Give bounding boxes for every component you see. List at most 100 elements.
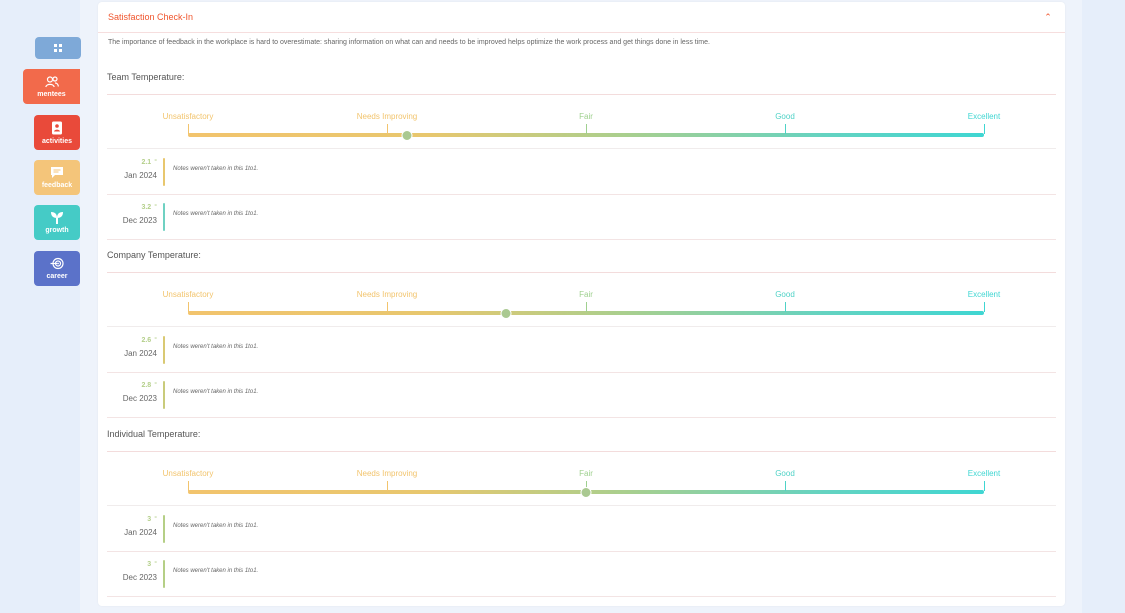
scale-divider xyxy=(107,148,1056,149)
satisfaction-card: Satisfaction Check-In ⌃ The importance o… xyxy=(98,2,1065,606)
card-header[interactable]: Satisfaction Check-In ⌃ xyxy=(98,2,1065,33)
history-score-bar xyxy=(163,336,165,364)
scale-label: Good xyxy=(775,469,795,478)
history-score: 2.6 ° xyxy=(107,337,157,344)
sidebar-item-home[interactable] xyxy=(35,37,81,59)
scale-tick xyxy=(386,302,388,312)
chevron-up-icon[interactable]: ⌃ xyxy=(1044,11,1052,22)
scale-tick xyxy=(585,302,587,312)
scale-label: Needs Improving xyxy=(356,469,418,478)
row-divider xyxy=(107,239,1056,240)
score-value: 3.2 xyxy=(141,204,152,211)
card-intro: The importance of feedback in the workpl… xyxy=(108,39,710,46)
history-score-bar xyxy=(163,381,165,409)
scale-tick xyxy=(784,481,786,491)
sidebar-item-label: activities xyxy=(42,137,72,145)
current-score-marker[interactable] xyxy=(500,308,512,319)
history-date: Dec 2023 xyxy=(122,394,157,403)
row-divider xyxy=(107,372,1056,373)
history-note: Notes weren't taken in this 1to1. xyxy=(173,523,259,529)
section-divider xyxy=(107,451,1056,452)
scale-label: Unsatisfactory xyxy=(162,469,214,478)
history-score: 3.2 ° xyxy=(107,204,157,211)
history-row: 3.2 ° Dec 2023 Notes weren't taken in this … xyxy=(107,195,1056,239)
history-note: Notes weren't taken in this 1to1. xyxy=(173,344,259,350)
history-note: Notes weren't taken in this 1to1. xyxy=(173,568,259,574)
temperature-scale: Unsatisfactory Needs Improving Fair Good Exc… xyxy=(98,469,1065,499)
scale-bar xyxy=(188,311,984,315)
history-date: Jan 2024 xyxy=(124,349,157,358)
scale-label: Excellent xyxy=(967,290,1001,299)
scale-label: Unsatisfactory xyxy=(162,112,214,121)
scale-tick xyxy=(983,481,985,491)
thermometer-icon: ° xyxy=(154,382,157,389)
scale-label: Fair xyxy=(579,112,593,121)
history-score-bar xyxy=(163,515,165,543)
scale-divider xyxy=(107,505,1056,506)
scale-tick xyxy=(386,124,388,134)
sidebar-item-mentees[interactable]: mentees xyxy=(23,69,80,104)
section-divider xyxy=(107,272,1056,273)
history-date: Jan 2024 xyxy=(124,528,157,537)
scale-label: Fair xyxy=(579,469,593,478)
history-row: 3 ° Jan 2024 Notes weren't taken in this 1t… xyxy=(107,507,1056,551)
section-title: Company Temperature: xyxy=(107,250,201,260)
sidebar-item-label: feedback xyxy=(41,182,73,189)
notebook-icon xyxy=(52,121,62,134)
thermometer-icon: ° xyxy=(154,561,157,568)
scale-label: Fair xyxy=(579,290,593,299)
scale-label: Needs Improving xyxy=(356,290,418,299)
history-date: Dec 2023 xyxy=(122,573,157,582)
history-note: Notes weren't taken in this 1to1. xyxy=(173,166,259,172)
chat-icon xyxy=(51,167,63,178)
current-score-marker[interactable] xyxy=(401,130,413,141)
section-divider xyxy=(107,94,1056,95)
sidebar-item-career[interactable]: career xyxy=(34,251,80,286)
section-title: Team Temperature: xyxy=(107,72,185,82)
section-title: Individual Temperature: xyxy=(107,429,201,439)
scale-tick xyxy=(187,302,189,312)
row-divider xyxy=(107,417,1056,418)
sidebar-item-growth[interactable]: growth xyxy=(34,205,80,240)
scale-tick xyxy=(187,481,189,491)
thermometer-icon: ° xyxy=(154,337,157,344)
scale-label: Unsatisfactory xyxy=(162,290,214,299)
users-icon xyxy=(44,75,59,87)
sidebar-item-label: mentees xyxy=(37,90,66,98)
sidebar-item-activities[interactable]: activities xyxy=(34,115,80,150)
scale-tick xyxy=(784,302,786,312)
right-panel xyxy=(1082,0,1125,613)
scale-divider xyxy=(107,326,1056,327)
score-value: 2.1 xyxy=(141,159,152,166)
history-score: 3 ° xyxy=(107,561,157,568)
history-score: 2.1 ° xyxy=(107,159,157,166)
scale-tick xyxy=(784,124,786,134)
history-date: Jan 2024 xyxy=(124,171,157,180)
sidebar-item-feedback[interactable]: feedback xyxy=(34,160,80,195)
card-title: Satisfaction Check-In xyxy=(108,12,194,22)
sidebar-item-label: growth xyxy=(45,227,69,234)
history-row: 2.8 ° Dec 2023 Notes weren't taken in this … xyxy=(107,373,1056,417)
grid-icon xyxy=(54,44,62,52)
temperature-scale: Unsatisfactory Needs Improving Fair Good Exc… xyxy=(98,290,1065,320)
score-value: 2.6 xyxy=(141,337,152,344)
history-score: 2.8 ° xyxy=(107,382,157,389)
scale-label: Good xyxy=(775,112,795,121)
history-note: Notes weren't taken in this 1to1. xyxy=(173,211,259,217)
scale-label: Excellent xyxy=(967,469,1001,478)
scale-tick xyxy=(187,124,189,134)
scale-tick xyxy=(983,302,985,312)
history-score: 3 ° xyxy=(107,516,157,523)
current-score-marker[interactable] xyxy=(580,487,592,498)
history-score-bar xyxy=(163,203,165,231)
scale-tick xyxy=(585,481,587,491)
sprout-icon xyxy=(51,212,63,224)
thermometer-icon: ° xyxy=(154,516,157,523)
temperature-scale: Unsatisfactory Needs Improving Fair Good Exc… xyxy=(98,112,1065,142)
row-divider xyxy=(107,551,1056,552)
history-row: 2.6 ° Jan 2024 Notes weren't taken in this … xyxy=(107,328,1056,372)
row-divider xyxy=(107,194,1056,195)
history-row: 3 ° Dec 2023 Notes weren't taken in this 1t… xyxy=(107,552,1056,596)
scale-label: Needs Improving xyxy=(356,112,418,121)
target-icon xyxy=(50,257,64,270)
